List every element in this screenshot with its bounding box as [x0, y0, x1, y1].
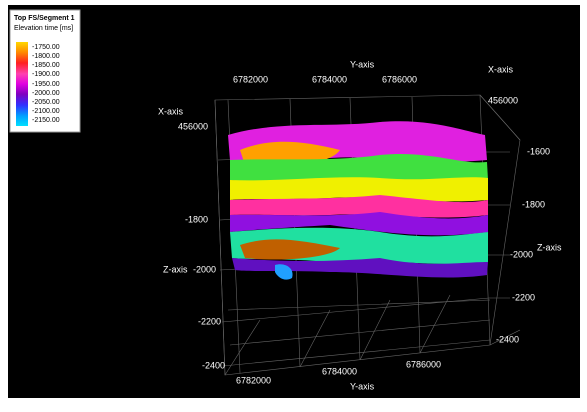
surfaces — [228, 121, 488, 280]
legend-title: Top FS/Segment 1 — [14, 15, 75, 22]
legend-entry: -1750.00 — [32, 44, 60, 51]
tick-label: 6782000 — [233, 74, 268, 84]
legend-subtitle: Elevation time [ms] — [14, 25, 73, 32]
legend-entry: -2100.00 — [32, 108, 60, 115]
tick-label: 6786000 — [382, 74, 417, 84]
axis-name: Z-axis — [163, 264, 188, 274]
tick-label: 6784000 — [312, 74, 347, 84]
tick-label: -1800 — [522, 199, 545, 209]
legend-entry: -2000.00 — [32, 90, 60, 97]
tick-label: 456000 — [178, 121, 208, 131]
axis-name: X-axis — [488, 64, 514, 74]
tick-label: -2200 — [512, 292, 535, 302]
tick-label: -1800 — [185, 214, 208, 224]
tick-label: -2400 — [496, 334, 519, 344]
legend: Top FS/Segment 1 Elevation time [ms] -17… — [9, 9, 81, 133]
legend-entry: -2050.00 — [32, 99, 60, 106]
tick-label: 6786000 — [406, 359, 441, 369]
axis-labels: Y-axis 6782000 6784000 6786000 X-axis 45… — [158, 59, 562, 391]
legend-entry: -1800.00 — [32, 53, 60, 60]
tick-label: -2000 — [510, 249, 533, 259]
legend-entry: -1950.00 — [32, 81, 60, 88]
axis-name: Z-axis — [537, 242, 562, 252]
tick-label: -2400 — [202, 360, 225, 370]
tick-label: -1600 — [527, 146, 550, 156]
tick-label: -2000 — [193, 264, 216, 274]
axis-name: X-axis — [158, 106, 184, 116]
tick-label: -2200 — [198, 316, 221, 326]
legend-entry: -2150.00 — [32, 117, 60, 124]
tick-label: 456000 — [488, 95, 518, 105]
tick-label: 6784000 — [322, 366, 357, 376]
legend-entry: -1900.00 — [32, 71, 60, 78]
axis-name: Y-axis — [350, 59, 375, 69]
axis-name: Y-axis — [350, 381, 375, 391]
legend-entry: -1850.00 — [32, 62, 60, 69]
tick-label: 6782000 — [236, 375, 271, 385]
colorbar — [16, 42, 28, 126]
